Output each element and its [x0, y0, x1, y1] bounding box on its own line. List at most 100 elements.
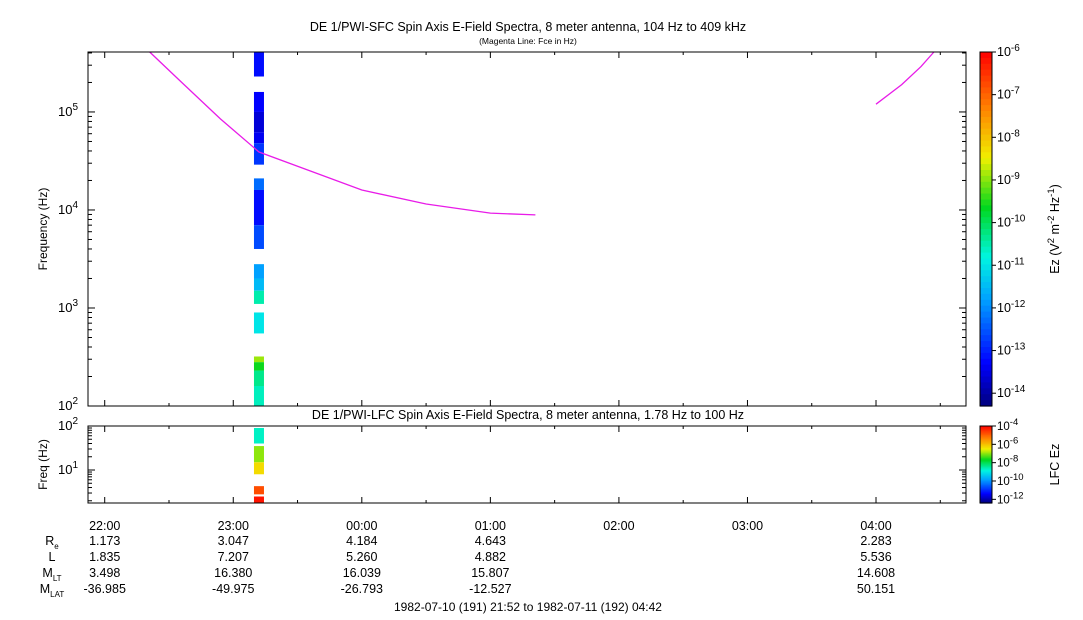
colorbar-label-exp: 2	[1046, 238, 1057, 243]
lfc-colorbar-band	[980, 467, 992, 469]
lfc-colorbar-band	[980, 463, 992, 466]
ephemeris-value: 1.835	[89, 550, 120, 564]
colorbar-label-unit: Hz	[1048, 197, 1062, 216]
sfc-colorbar-tick-base: 10	[997, 45, 1011, 59]
sfc-colorbar-band	[980, 99, 992, 106]
sfc-colorbar-band	[980, 217, 992, 224]
sfc-colorbar-band	[980, 341, 992, 348]
lfc-colorbar-band	[980, 477, 992, 480]
lfc-colorbar-tick-base: 10	[997, 476, 1010, 488]
time-range-label: 1982-07-10 (191) 21:52 to 1982-07-11 (19…	[394, 600, 662, 614]
lfc-colorbar-band	[980, 442, 992, 445]
lfc-colorbar-band	[980, 428, 992, 431]
lfc-colorbar-band	[980, 438, 992, 441]
sfc-colorbar-band	[980, 57, 992, 65]
lfc-y-axis-label: Freq (Hz)	[36, 439, 50, 490]
sfc-colorbar-band	[980, 211, 992, 218]
sfc-colorbar-tick-label: 10-10	[997, 214, 1026, 230]
sfc-y-tick-label: 102	[58, 396, 78, 413]
ephemeris-row-label-main: M	[40, 582, 50, 596]
lfc-colorbar-tick-base: 10	[997, 439, 1010, 451]
lfc-colorbar-band	[980, 494, 992, 496]
ephemeris-row-label: Re	[45, 534, 59, 551]
lfc-colorbar-band	[980, 461, 992, 464]
lfc-colorbar-band	[980, 497, 992, 500]
sfc-colorbar-tick-label: 10-8	[997, 128, 1020, 144]
sfc-y-tick-base: 10	[58, 202, 72, 217]
sfc-spectra-cell-10	[253, 290, 264, 304]
sfc-colorbar-band	[980, 105, 992, 112]
ephemeris-value: 14.608	[857, 566, 895, 580]
sfc-colorbar-band	[980, 158, 992, 165]
sfc-colorbar-frame	[979, 51, 993, 407]
ephemeris-value: 50.151	[857, 582, 895, 596]
lfc-colorbar-band	[980, 450, 992, 453]
lfc-colorbar-tick-exp: -8	[1010, 454, 1018, 465]
sfc-colorbar-band	[980, 329, 992, 336]
ephemeris-value: 4.184	[346, 534, 377, 548]
sfc-colorbar-band	[980, 152, 992, 159]
sfc-colorbar-band	[980, 164, 992, 171]
lfc-colorbar-band	[980, 481, 992, 484]
sfc-colorbar-tick-label: 10-11	[997, 256, 1025, 272]
sfc-colorbar-band	[980, 252, 992, 260]
sfc-y-axis-label: Frequency (Hz)	[36, 188, 50, 271]
sfc-colorbar-tick-exp: -6	[1011, 43, 1020, 54]
sfc-colorbar-band	[980, 288, 992, 295]
ephemeris-row-label-main: R	[45, 534, 54, 548]
sfc-colorbar-tick-exp: -10	[1011, 214, 1026, 225]
lfc-spectra-cell-4	[253, 496, 264, 503]
sfc-colorbar-band	[980, 394, 992, 401]
lfc-colorbar-band	[980, 455, 992, 458]
lfc-colorbar-band	[980, 474, 992, 477]
sfc-colorbar-band	[980, 234, 992, 242]
lfc-colorbar-tick-base: 10	[997, 458, 1010, 470]
lfc-colorbar-band	[980, 473, 992, 476]
sfc-fce-line-2	[875, 51, 935, 105]
sfc-colorbar-band	[980, 170, 992, 177]
sfc-colorbar-band	[980, 199, 992, 206]
sfc-colorbar-tick-exp: -9	[1011, 171, 1020, 182]
sfc-spectra-cell-9	[253, 278, 264, 291]
sfc-colorbar-tick-label: 10-14	[997, 384, 1026, 400]
lfc-colorbar-band	[980, 492, 992, 495]
sfc-colorbar-band	[980, 187, 992, 195]
lfc-colorbar-band	[980, 470, 992, 473]
lfc-colorbar-tick-label: 10-8	[997, 454, 1018, 470]
ephemeris-value: 7.207	[218, 550, 249, 564]
sfc-colorbar-tick-label: 10-9	[997, 171, 1020, 187]
lfc-plot-frame	[87, 425, 967, 504]
sfc-colorbar-tick-exp: -7	[1011, 86, 1020, 97]
sfc-colorbar-band	[980, 305, 992, 313]
lfc-colorbar-frame	[979, 425, 993, 504]
lfc-colorbar-band	[980, 434, 992, 437]
sfc-colorbar-band	[980, 270, 992, 277]
lfc-colorbar-band	[980, 465, 992, 468]
colorbar-label-exp: -2	[1046, 216, 1057, 224]
lfc-colorbar-band	[980, 443, 992, 446]
sfc-colorbar-tick-label: 10-12	[997, 299, 1026, 315]
sfc-colorbar-band	[980, 175, 992, 183]
sfc-spectra-cell-4	[253, 143, 264, 165]
time-tick-label: 03:00	[732, 519, 763, 533]
sfc-spectra-cell-11	[253, 312, 264, 334]
sfc-colorbar-tick-base: 10	[997, 130, 1011, 144]
ephemeris-row-label: MLT	[42, 566, 61, 583]
colorbar-label-close: )	[1048, 184, 1062, 188]
lfc-y-tick-base: 10	[58, 462, 72, 477]
ephemeris-row-label-sub: LAT	[50, 590, 64, 599]
sfc-colorbar-band	[980, 347, 992, 354]
ephemeris-value: 4.882	[475, 550, 506, 564]
time-tick-label: 00:00	[346, 519, 377, 533]
lfc-y-tick-label: 101	[58, 460, 78, 477]
sfc-y-tick-label: 104	[58, 200, 78, 217]
sfc-colorbar-tick-base: 10	[997, 216, 1011, 230]
sfc-spectra-cell-12	[253, 356, 264, 363]
sfc-colorbar-band	[980, 311, 992, 319]
sfc-y-tick-exp: 5	[72, 102, 78, 113]
sfc-colorbar-band	[980, 364, 992, 372]
lfc-colorbar-band	[980, 495, 992, 498]
sfc-colorbar-band	[980, 299, 992, 307]
lfc-y-tick-label: 102	[58, 416, 78, 433]
sfc-colorbar-band	[980, 370, 992, 378]
